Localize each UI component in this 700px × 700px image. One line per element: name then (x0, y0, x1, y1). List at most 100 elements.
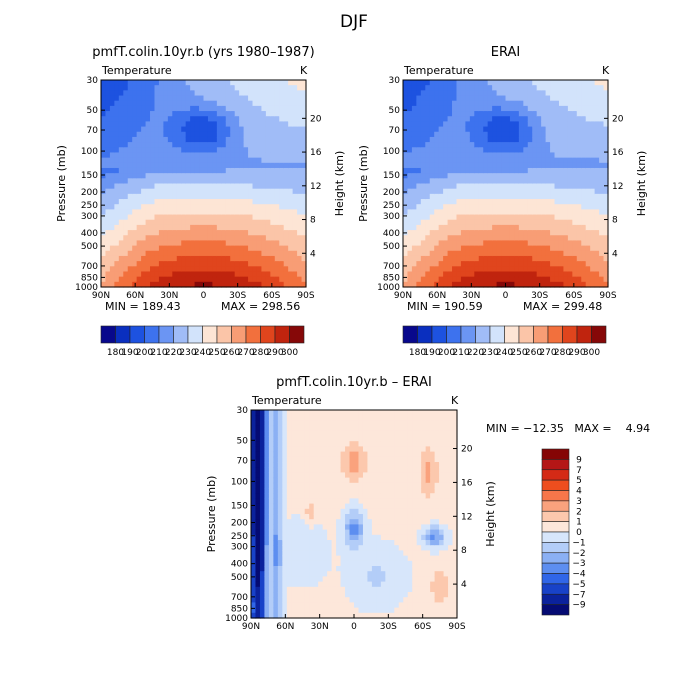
field-cell (407, 255, 413, 262)
field-cell (376, 472, 382, 479)
field-cell (523, 224, 529, 231)
field-cell (277, 436, 283, 442)
field-cell (291, 571, 297, 577)
field-cell (292, 276, 298, 283)
field-cell (438, 90, 444, 97)
field-cell (297, 245, 303, 252)
field-cell (447, 162, 453, 169)
field-cell (270, 245, 276, 252)
field-cell (167, 131, 173, 138)
field-cell (274, 136, 280, 143)
field-cell (581, 147, 587, 154)
field-cell (101, 111, 107, 117)
field-cell (322, 519, 328, 525)
field-cell (403, 240, 409, 247)
field-cell (109, 111, 115, 117)
field-cell (190, 90, 196, 97)
field-cell (292, 261, 298, 267)
field-cell (181, 219, 187, 226)
field-cell (331, 514, 337, 520)
field-cell (313, 420, 319, 427)
field-cell (514, 214, 520, 221)
field-cell (331, 581, 337, 588)
field-cell (158, 214, 164, 221)
field-cell (331, 586, 337, 593)
field-cell (163, 90, 169, 97)
field-cell (288, 162, 294, 169)
field-cell (141, 240, 147, 247)
pressure-tick-label: 200 (81, 188, 98, 198)
field-cell (411, 142, 417, 148)
field-cell (425, 142, 431, 148)
field-cell (367, 612, 373, 619)
field-cell (118, 111, 124, 117)
field-cell (487, 152, 493, 159)
field-cell (297, 250, 303, 257)
field-cell (532, 116, 538, 122)
field-cell (154, 261, 160, 267)
field-cell (576, 188, 582, 195)
field-cell (109, 121, 115, 128)
field-cell (255, 592, 261, 598)
field-cell (291, 482, 297, 489)
field-cell (322, 524, 328, 531)
field-cell (301, 235, 307, 242)
field-cell (283, 261, 289, 267)
field-cell (331, 602, 337, 609)
field-cell (256, 90, 263, 97)
field-cell (207, 105, 214, 112)
field-cell (505, 255, 511, 262)
field-cell (273, 612, 279, 619)
field-cell (487, 100, 493, 107)
field-cell (590, 131, 596, 138)
field-cell (371, 550, 377, 557)
field-cell (279, 271, 285, 278)
field-cell (190, 193, 196, 200)
field-cell (558, 142, 565, 148)
field-cell (416, 230, 422, 236)
field-cell (118, 276, 124, 283)
field-cell (465, 80, 471, 86)
field-cell (505, 157, 511, 164)
field-cell (447, 271, 453, 278)
field-cell (572, 276, 578, 283)
field-cell (527, 111, 533, 117)
field-cell (478, 95, 484, 102)
field-cell (572, 142, 578, 148)
field-cell (536, 85, 542, 91)
field-cell (465, 240, 471, 247)
field-cell (541, 80, 547, 86)
field-cell (154, 188, 160, 195)
field-cell (576, 276, 582, 283)
field-cell (523, 85, 529, 91)
field-cell (225, 188, 231, 195)
field-cell (358, 425, 364, 432)
field-cell (136, 95, 142, 102)
field-cell (443, 136, 449, 143)
field-cell (132, 245, 138, 252)
field-cell (221, 276, 227, 283)
field-cell (354, 498, 360, 505)
field-cell (259, 462, 266, 468)
field-cell (331, 415, 337, 421)
field-cell (349, 498, 355, 505)
field-cell (572, 131, 578, 138)
field-cell (487, 235, 493, 242)
field-cell (403, 214, 409, 221)
field-cell (252, 199, 258, 205)
field-cell (118, 121, 124, 128)
field-cell (590, 157, 596, 164)
field-cell (407, 136, 413, 143)
field-cell (265, 167, 271, 174)
field-cell (474, 271, 480, 278)
field-cell (301, 173, 307, 179)
field-cell (420, 147, 426, 154)
field-cell (225, 276, 231, 283)
field-cell (403, 167, 409, 174)
field-cell (194, 80, 200, 86)
field-cell (518, 261, 524, 267)
field-cell (288, 224, 294, 231)
field-cell (452, 199, 458, 205)
field-cell (291, 607, 297, 614)
field-cell (483, 250, 489, 257)
